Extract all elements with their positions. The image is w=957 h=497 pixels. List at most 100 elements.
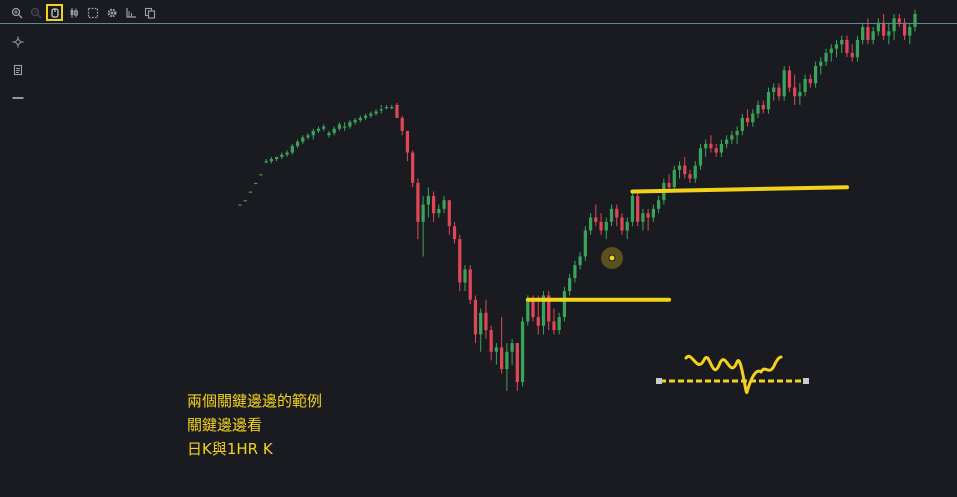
candle-body [709, 143, 713, 149]
candle [426, 187, 430, 218]
candle [855, 35, 860, 62]
annotation-line-1: 兩個關鍵邊邊的範例 [187, 392, 323, 410]
candle-body [688, 174, 692, 179]
candle-body [238, 204, 242, 206]
candle-body [494, 347, 499, 352]
candle-body [630, 195, 635, 222]
candle [458, 234, 462, 292]
candle [500, 317, 504, 374]
cursor-mode-icon [50, 7, 59, 18]
candle [348, 120, 352, 129]
candle [327, 130, 331, 138]
candle-body [887, 31, 891, 36]
candle [510, 338, 514, 365]
candle [515, 343, 519, 391]
candle-body [405, 130, 410, 153]
candle [536, 295, 540, 335]
candle [520, 317, 525, 387]
candle [677, 161, 682, 179]
candle [709, 135, 713, 153]
candle [421, 195, 425, 257]
candle [332, 126, 336, 136]
candle-body [777, 87, 781, 97]
candle [369, 111, 373, 118]
candle [819, 57, 823, 75]
candle [897, 14, 901, 27]
candle [468, 265, 472, 305]
candle-body [411, 152, 415, 183]
candle-body [301, 137, 305, 142]
candle [620, 213, 624, 235]
copy-button[interactable] [141, 4, 158, 21]
candle-body [766, 91, 771, 110]
notepad-icon [13, 64, 23, 76]
candle-body [625, 221, 629, 231]
candle [876, 18, 880, 36]
candle-body [861, 26, 865, 40]
ruler-icon [125, 7, 136, 18]
candle-body [730, 135, 734, 140]
candle-body [782, 70, 786, 97]
candles [238, 9, 917, 391]
candle [766, 87, 771, 114]
candle-body [337, 124, 342, 129]
candle-body [343, 126, 347, 128]
candle-body [531, 299, 535, 318]
candle [452, 221, 457, 244]
freehand-squiggle[interactable] [684, 354, 783, 394]
candle-body [866, 26, 870, 40]
candle-body [547, 295, 551, 322]
settings-button[interactable] [103, 4, 120, 21]
crosshair-tool-button[interactable] [9, 33, 27, 51]
note-tool-button[interactable] [9, 61, 27, 79]
candle [704, 139, 708, 157]
candle [892, 14, 896, 40]
support-line[interactable] [630, 185, 849, 194]
candle [405, 130, 410, 162]
candle [693, 161, 697, 183]
chart-type-button[interactable] [65, 4, 82, 21]
candle [363, 113, 368, 121]
candle-body [473, 299, 478, 335]
candle-body [332, 128, 336, 134]
candle-body [290, 146, 294, 153]
measure-handle-right[interactable] [803, 378, 809, 384]
cursor-mode-button[interactable] [46, 4, 63, 21]
annotation-text: 兩個關鍵邊邊的範例 關鍵邊邊看 日K與1HR K [187, 389, 322, 461]
candlestick-icon [70, 7, 78, 18]
line-handle[interactable] [608, 254, 616, 262]
candle [813, 61, 818, 88]
zoom-out-button[interactable] [27, 4, 44, 21]
candle-body [850, 52, 854, 58]
candle-body [897, 18, 901, 23]
selection-box-button[interactable] [84, 4, 101, 21]
candle [798, 83, 802, 105]
candle-body [254, 182, 258, 185]
candle [698, 143, 703, 170]
candle-body [908, 26, 912, 36]
candle-body [636, 195, 640, 222]
candle [902, 18, 907, 40]
candle [803, 74, 807, 97]
candle-body [578, 256, 582, 266]
candle-body [264, 161, 268, 163]
candle [248, 191, 253, 193]
crosshair-icon [12, 36, 24, 48]
candle [756, 100, 760, 118]
candle-body [787, 70, 792, 88]
candle [866, 18, 870, 45]
measure-handle-left[interactable] [656, 378, 662, 384]
candle [908, 22, 912, 45]
candle-body [510, 343, 514, 352]
candle [275, 156, 279, 162]
candle-body [500, 347, 504, 370]
candle-body [468, 269, 472, 300]
candle [447, 200, 451, 235]
copy-icon [144, 7, 155, 19]
candle [745, 109, 750, 127]
candle [343, 122, 347, 131]
zoom-in-button[interactable] [8, 4, 25, 21]
horizontal-line-tool-button[interactable] [9, 89, 27, 107]
measure-button[interactable] [122, 4, 139, 21]
